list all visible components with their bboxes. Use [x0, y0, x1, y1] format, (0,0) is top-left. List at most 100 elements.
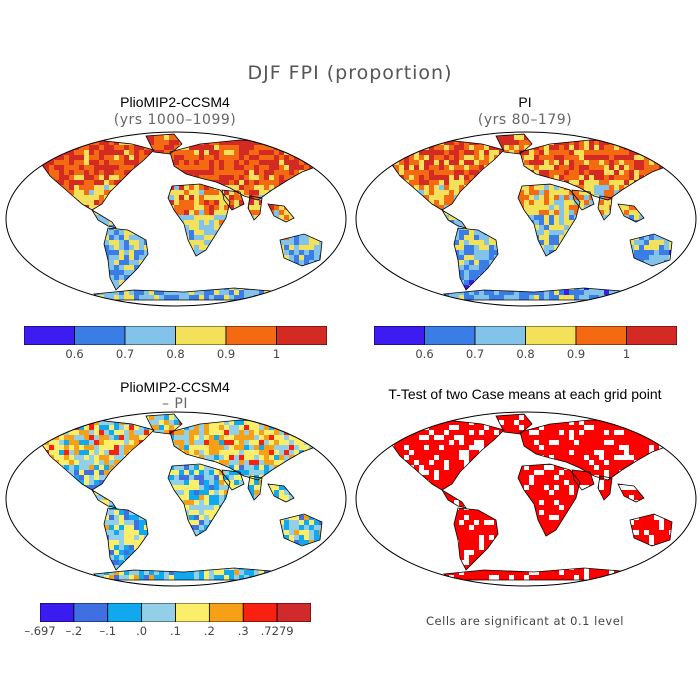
grid-cell: [529, 295, 534, 300]
grid-cell: [224, 170, 229, 175]
grid-cell: [609, 245, 614, 250]
grid-cell: [214, 190, 219, 195]
grid-cell: [429, 160, 434, 165]
grid-cell: [664, 190, 669, 195]
grid-cell: [234, 195, 239, 200]
grid-cell: [54, 285, 59, 290]
grid-cell: [119, 270, 124, 275]
grid-cell: [664, 210, 669, 215]
grid-cell: [339, 280, 344, 285]
grid-cell: [504, 285, 509, 290]
grid-cell: [38, 250, 39, 255]
grid-cell: [319, 165, 324, 170]
grid-cell: [609, 250, 614, 255]
grid-cell: [354, 160, 359, 165]
grid-cell: [79, 235, 84, 240]
grid-cell: [404, 180, 409, 185]
grid-cell: [579, 150, 584, 155]
grid-cell: [454, 170, 459, 175]
grid-cell: [59, 165, 64, 170]
grid-cell: [194, 195, 199, 200]
grid-cell: [499, 175, 504, 180]
grid-cell: [324, 230, 326, 235]
grid-cell: [644, 190, 649, 195]
grid-cell: [64, 220, 69, 225]
grid-cell: [554, 150, 559, 155]
grid-cell: [329, 215, 334, 220]
grid-cell: [489, 280, 494, 285]
grid-cell: [619, 195, 624, 200]
grid-cell: [74, 265, 79, 270]
grid-cell: [669, 145, 674, 150]
grid-cell: [89, 160, 94, 165]
grid-cell: [199, 170, 204, 175]
grid-cell: [639, 185, 644, 190]
grid-cell: [554, 235, 559, 240]
grid-cell: [84, 210, 89, 215]
grid-cell: [184, 185, 189, 190]
grid-cell: [239, 245, 244, 250]
grid-cell: [89, 135, 94, 140]
grid-cell: [594, 270, 599, 275]
grid-cell: [309, 225, 314, 230]
grid-cell: [39, 180, 44, 185]
grid-cell: [269, 240, 274, 245]
grid-cell: [674, 275, 676, 280]
grid-cell: [119, 160, 124, 165]
grid-cell: [494, 170, 499, 175]
grid-cell: [599, 245, 604, 250]
grid-cell: [309, 240, 314, 245]
grid-cell: [554, 295, 559, 300]
grid-cell: [609, 180, 614, 185]
grid-cell: [209, 255, 214, 260]
grid-cell: [189, 240, 194, 245]
grid-cell: [614, 245, 619, 250]
grid-cell: [174, 140, 179, 145]
grid-cell: [104, 235, 109, 240]
grid-cell: [154, 145, 159, 150]
grid-cell: [184, 285, 189, 290]
grid-cell: [29, 295, 34, 300]
grid-cell: [374, 300, 379, 305]
grid-cell: [474, 265, 479, 270]
grid-cell: [29, 185, 34, 190]
grid-cell: [624, 150, 629, 155]
grid-cell: [544, 295, 549, 300]
grid-cell: [44, 175, 49, 180]
grid-cell: [659, 295, 664, 300]
grid-cell: [649, 134, 654, 135]
grid-cell: [644, 135, 649, 140]
grid-cell: [674, 160, 676, 165]
grid-cell: [264, 265, 269, 270]
grid-cell: [644, 295, 649, 300]
grid-cell: [609, 305, 614, 308]
grid-cell: [409, 295, 414, 300]
grid-cell: [79, 145, 84, 150]
grid-cell: [614, 190, 619, 195]
grid-cell: [619, 220, 624, 225]
grid-cell: [14, 175, 19, 180]
grid-cell: [199, 245, 204, 250]
grid-cell: [144, 225, 149, 230]
grid-cell: [504, 260, 509, 265]
grid-cell: [134, 220, 139, 225]
grid-cell: [614, 150, 619, 155]
grid-cell: [389, 220, 394, 225]
grid-cell: [244, 290, 249, 295]
grid-cell: [299, 240, 304, 245]
grid-cell: [494, 165, 499, 170]
grid-cell: [49, 205, 54, 210]
grid-cell: [684, 255, 689, 260]
grid-cell: [234, 275, 239, 280]
grid-cell: [9, 215, 14, 220]
grid-cell: [24, 200, 29, 205]
grid-cell: [229, 235, 234, 240]
grid-cell: [99, 190, 104, 195]
grid-cell: [429, 200, 434, 205]
grid-cell: [314, 250, 319, 255]
grid-cell: [104, 300, 109, 305]
grid-cell: [529, 195, 534, 200]
grid-cell: [649, 215, 654, 220]
grid-cell: [389, 175, 394, 180]
grid-cell: [404, 240, 409, 245]
